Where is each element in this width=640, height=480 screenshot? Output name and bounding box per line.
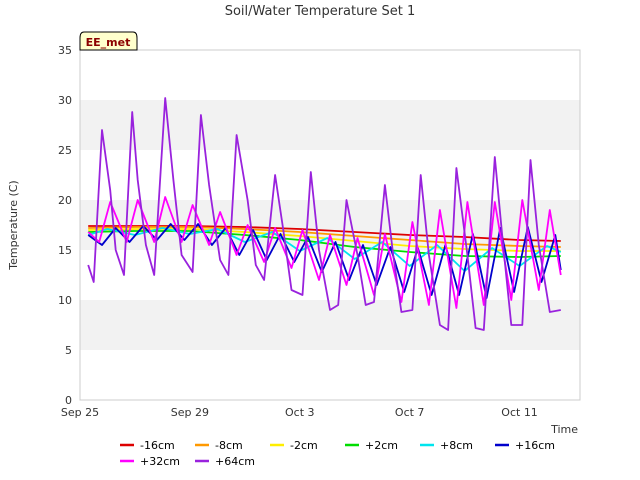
series-line-7 bbox=[87, 97, 561, 331]
x-tick-label: Oct 3 bbox=[285, 406, 315, 419]
badge-label: EE_met bbox=[86, 36, 131, 49]
series-line-5 bbox=[87, 223, 562, 299]
legend-label: +8cm bbox=[440, 439, 473, 452]
grid-bands bbox=[80, 100, 580, 350]
y-tick-label: 25 bbox=[58, 144, 72, 157]
x-tick-label: Sep 29 bbox=[171, 406, 209, 419]
series-lines bbox=[87, 97, 562, 331]
x-axis-label: Time bbox=[550, 423, 578, 436]
legend-label: +2cm bbox=[365, 439, 398, 452]
y-tick-label: 0 bbox=[65, 394, 72, 407]
chart-title: Soil/Water Temperature Set 1 bbox=[225, 4, 416, 19]
y-axis-label: Temperature (C) bbox=[7, 180, 20, 270]
y-tick-label: 30 bbox=[58, 94, 72, 107]
x-tick-label: Oct 7 bbox=[395, 406, 425, 419]
legend: -16cm -8cm -2cm +2cm +8cm +16cm +32cm +64cm bbox=[120, 439, 555, 468]
plot-frame bbox=[79, 49, 581, 401]
y-tick-label: 15 bbox=[58, 244, 72, 257]
legend-label: -8cm bbox=[215, 439, 243, 452]
y-axis-ticks: 0 5 10 15 20 25 30 35 bbox=[58, 44, 72, 407]
legend-label: -2cm bbox=[290, 439, 318, 452]
series-line-0 bbox=[88, 225, 561, 242]
station-badge: EE_met bbox=[79, 31, 138, 51]
y-tick-label: 20 bbox=[58, 194, 72, 207]
legend-label: -16cm bbox=[140, 439, 175, 452]
series-line-4 bbox=[87, 227, 562, 272]
grid-band bbox=[80, 200, 580, 250]
grid-band bbox=[80, 100, 580, 150]
legend-label: +16cm bbox=[515, 439, 555, 452]
y-tick-label: 35 bbox=[58, 44, 72, 57]
x-tick-label: Sep 25 bbox=[61, 406, 99, 419]
legend-label: +64cm bbox=[215, 455, 255, 468]
series-line-1 bbox=[88, 226, 561, 248]
x-tick-label: Oct 11 bbox=[501, 406, 538, 419]
y-tick-label: 5 bbox=[65, 344, 72, 357]
x-axis-ticks: Sep 25 Sep 29 Oct 3 Oct 7 Oct 11 bbox=[61, 406, 538, 419]
y-tick-label: 10 bbox=[58, 294, 72, 307]
legend-label: +32cm bbox=[140, 455, 180, 468]
